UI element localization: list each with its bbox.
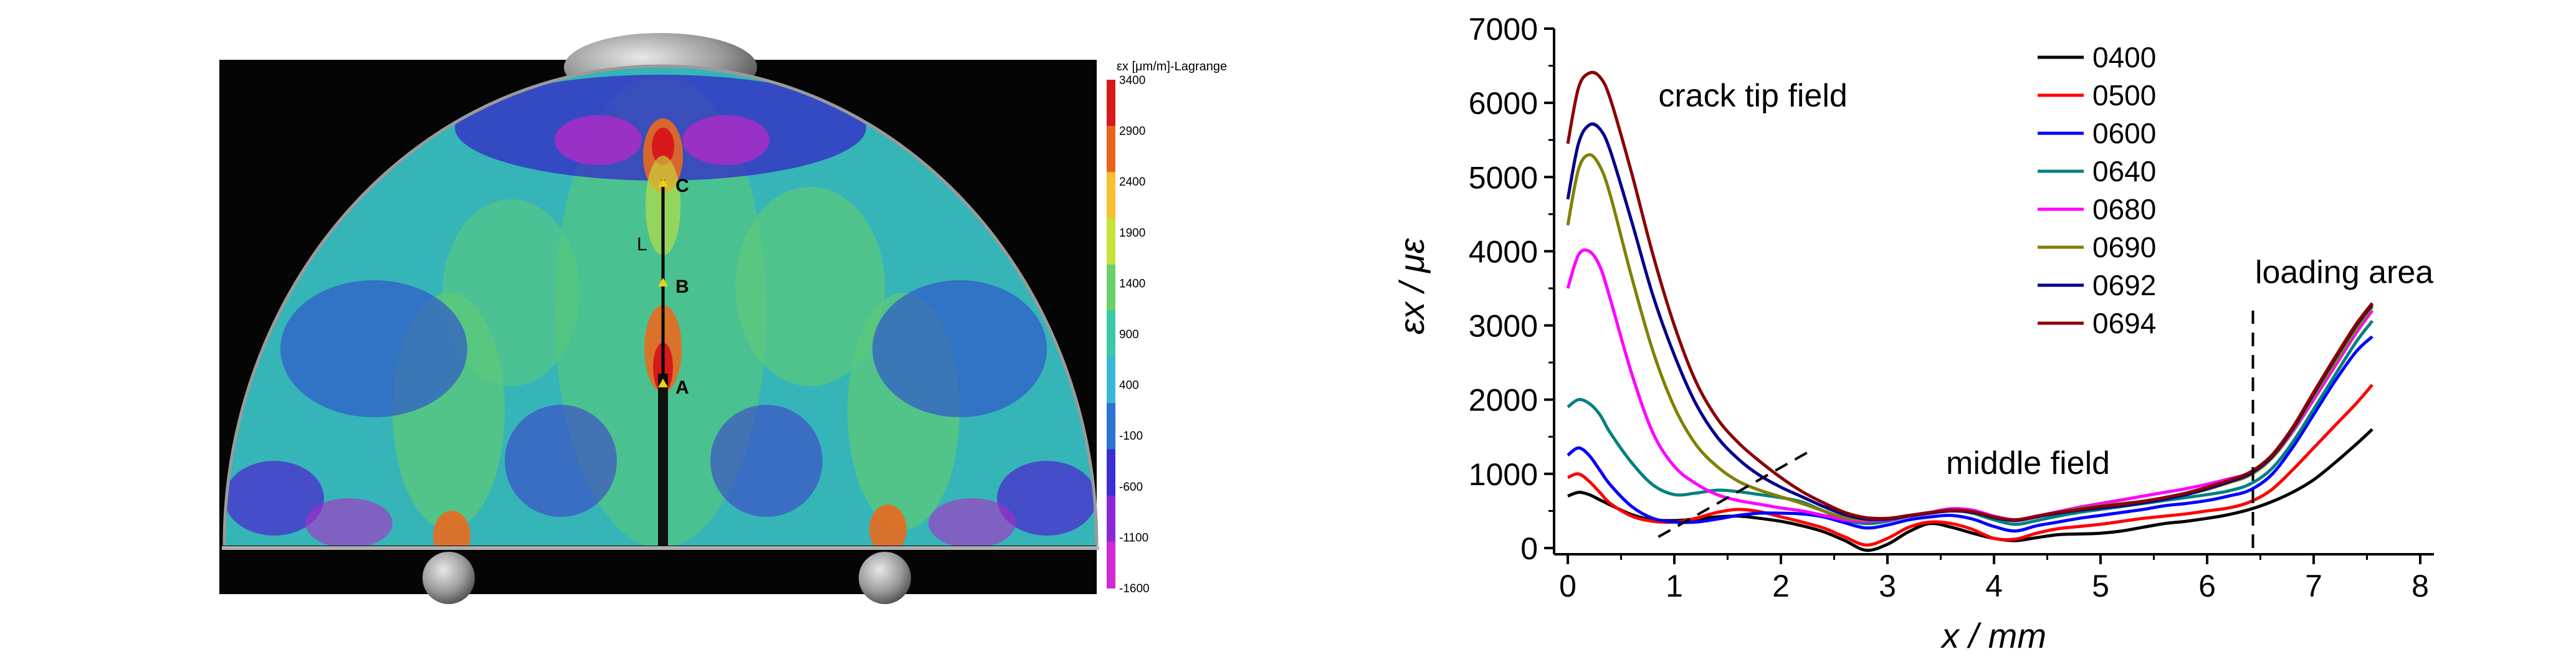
legend-label: 0500 [2092,79,2156,111]
colorbar-segment [1107,218,1115,265]
colorbar: εx [μm/m]-Lagrange 3400 2900 2400 1900 1400 9… [1107,60,1227,595]
annotation-label: crack tip field [1658,78,1847,114]
y-tick-label: 4000 [1469,234,1538,269]
colorbar-tick-label: 2400 [1119,176,1145,189]
x-tick-label: 8 [2411,569,2429,603]
colorbar-segment [1107,495,1115,542]
y-tick-label: 0 [1520,531,1538,566]
colorbar-segment [1107,264,1115,311]
series-lines [1566,70,2374,552]
x-tick-label: 1 [1666,569,1683,603]
x-tick-label: 2 [1772,569,1790,603]
x-tick-label: 5 [2092,569,2109,603]
colorbar-tick-label: 1900 [1119,227,1145,240]
legend-label: 0692 [2092,269,2156,301]
x-tick-label: 7 [2305,569,2322,603]
strain-map-image: C L B A [219,33,1099,604]
annotation-dashed-lines [1658,310,2254,548]
colorbar-ticks: 3400 2900 2400 1900 1400 900 400 -100 -600 -1100 -… [1119,74,1150,595]
colorbar-segment [1107,357,1115,404]
annotation-label: middle field [1946,445,2110,481]
chart-legend: 0400 0500 0600 0640 0680 0690 0692 0694 [2038,41,2156,339]
colorbar-segment [1107,403,1115,450]
colorbar-tick-label: 2900 [1119,125,1145,138]
notch-slit [658,374,668,546]
colorbar-segment [1107,126,1115,173]
series-line-0640 [1567,319,2374,526]
dashed-line-0 [1658,448,1814,538]
point-label-A: A [675,377,689,398]
colorbar-tick-label: 1400 [1119,277,1145,290]
y-tick-label: 7000 [1469,12,1538,47]
y-tick-label: 1000 [1469,457,1538,492]
annotation-label: loading area [2255,255,2433,291]
x-tick-label: 3 [1879,569,1896,603]
colorbar-segment [1107,172,1115,219]
colorbar-tick-label: 900 [1119,328,1139,341]
x-tick-label: 0 [1559,569,1577,603]
legend-label: 0400 [2092,41,2156,73]
x-tick-labels: 0 1 2 3 4 5 6 7 8 [1559,569,2429,603]
y-tick-label: 6000 [1469,86,1538,121]
colorbar-title: εx [μm/m]-Lagrange [1117,60,1227,73]
colorbar-tick-label: 3400 [1119,74,1145,87]
point-marker-C [658,178,668,187]
legend-label: 0600 [2092,117,2156,149]
legend-label: 0680 [2092,193,2156,225]
y-axis-label: εx / με [1392,237,1431,334]
legend-label: 0694 [2092,307,2156,339]
point-marker-A [658,379,668,387]
specimen-edge [222,64,1099,546]
legend-label: 0690 [2092,231,2156,263]
x-tick-label: 6 [2198,569,2216,603]
chart-annotations: crack tip field middle field loading area [1658,78,2433,481]
colorbar-segment [1107,541,1115,589]
support-roller-right [859,552,911,604]
y-tick-labels: 0 1000 2000 3000 4000 5000 6000 7000 [1469,12,1538,566]
legend-label: 0640 [2092,155,2156,187]
series-line-0694 [1566,70,2374,522]
colorbar-segment [1107,310,1115,358]
series-line-0600 [1567,335,2373,533]
x-tick-label: 4 [1985,569,2003,603]
colorbar-tick-label: -1100 [1119,531,1148,544]
colorbar-tick-label: -600 [1119,481,1143,494]
y-tick-label: 3000 [1469,309,1538,344]
colorbar-tick-label: -100 [1119,430,1143,443]
y-tick-label: 5000 [1469,160,1538,195]
colorbar-segments [1107,80,1115,589]
colorbar-segment [1107,80,1115,127]
support-roller-left [422,552,475,604]
colorbar-segment [1107,449,1115,496]
point-marker-B [658,278,668,286]
colorbar-tick-label: -1600 [1119,582,1150,595]
colorbar-tick-label: 400 [1119,379,1139,392]
x-axis-label: x / mm [1940,616,2046,655]
specimen-strain-field [224,66,1097,546]
point-label-B: B [675,277,689,297]
y-tick-label: 2000 [1469,383,1538,418]
point-label-C: C [675,176,689,196]
line-label-L: L [637,234,647,255]
